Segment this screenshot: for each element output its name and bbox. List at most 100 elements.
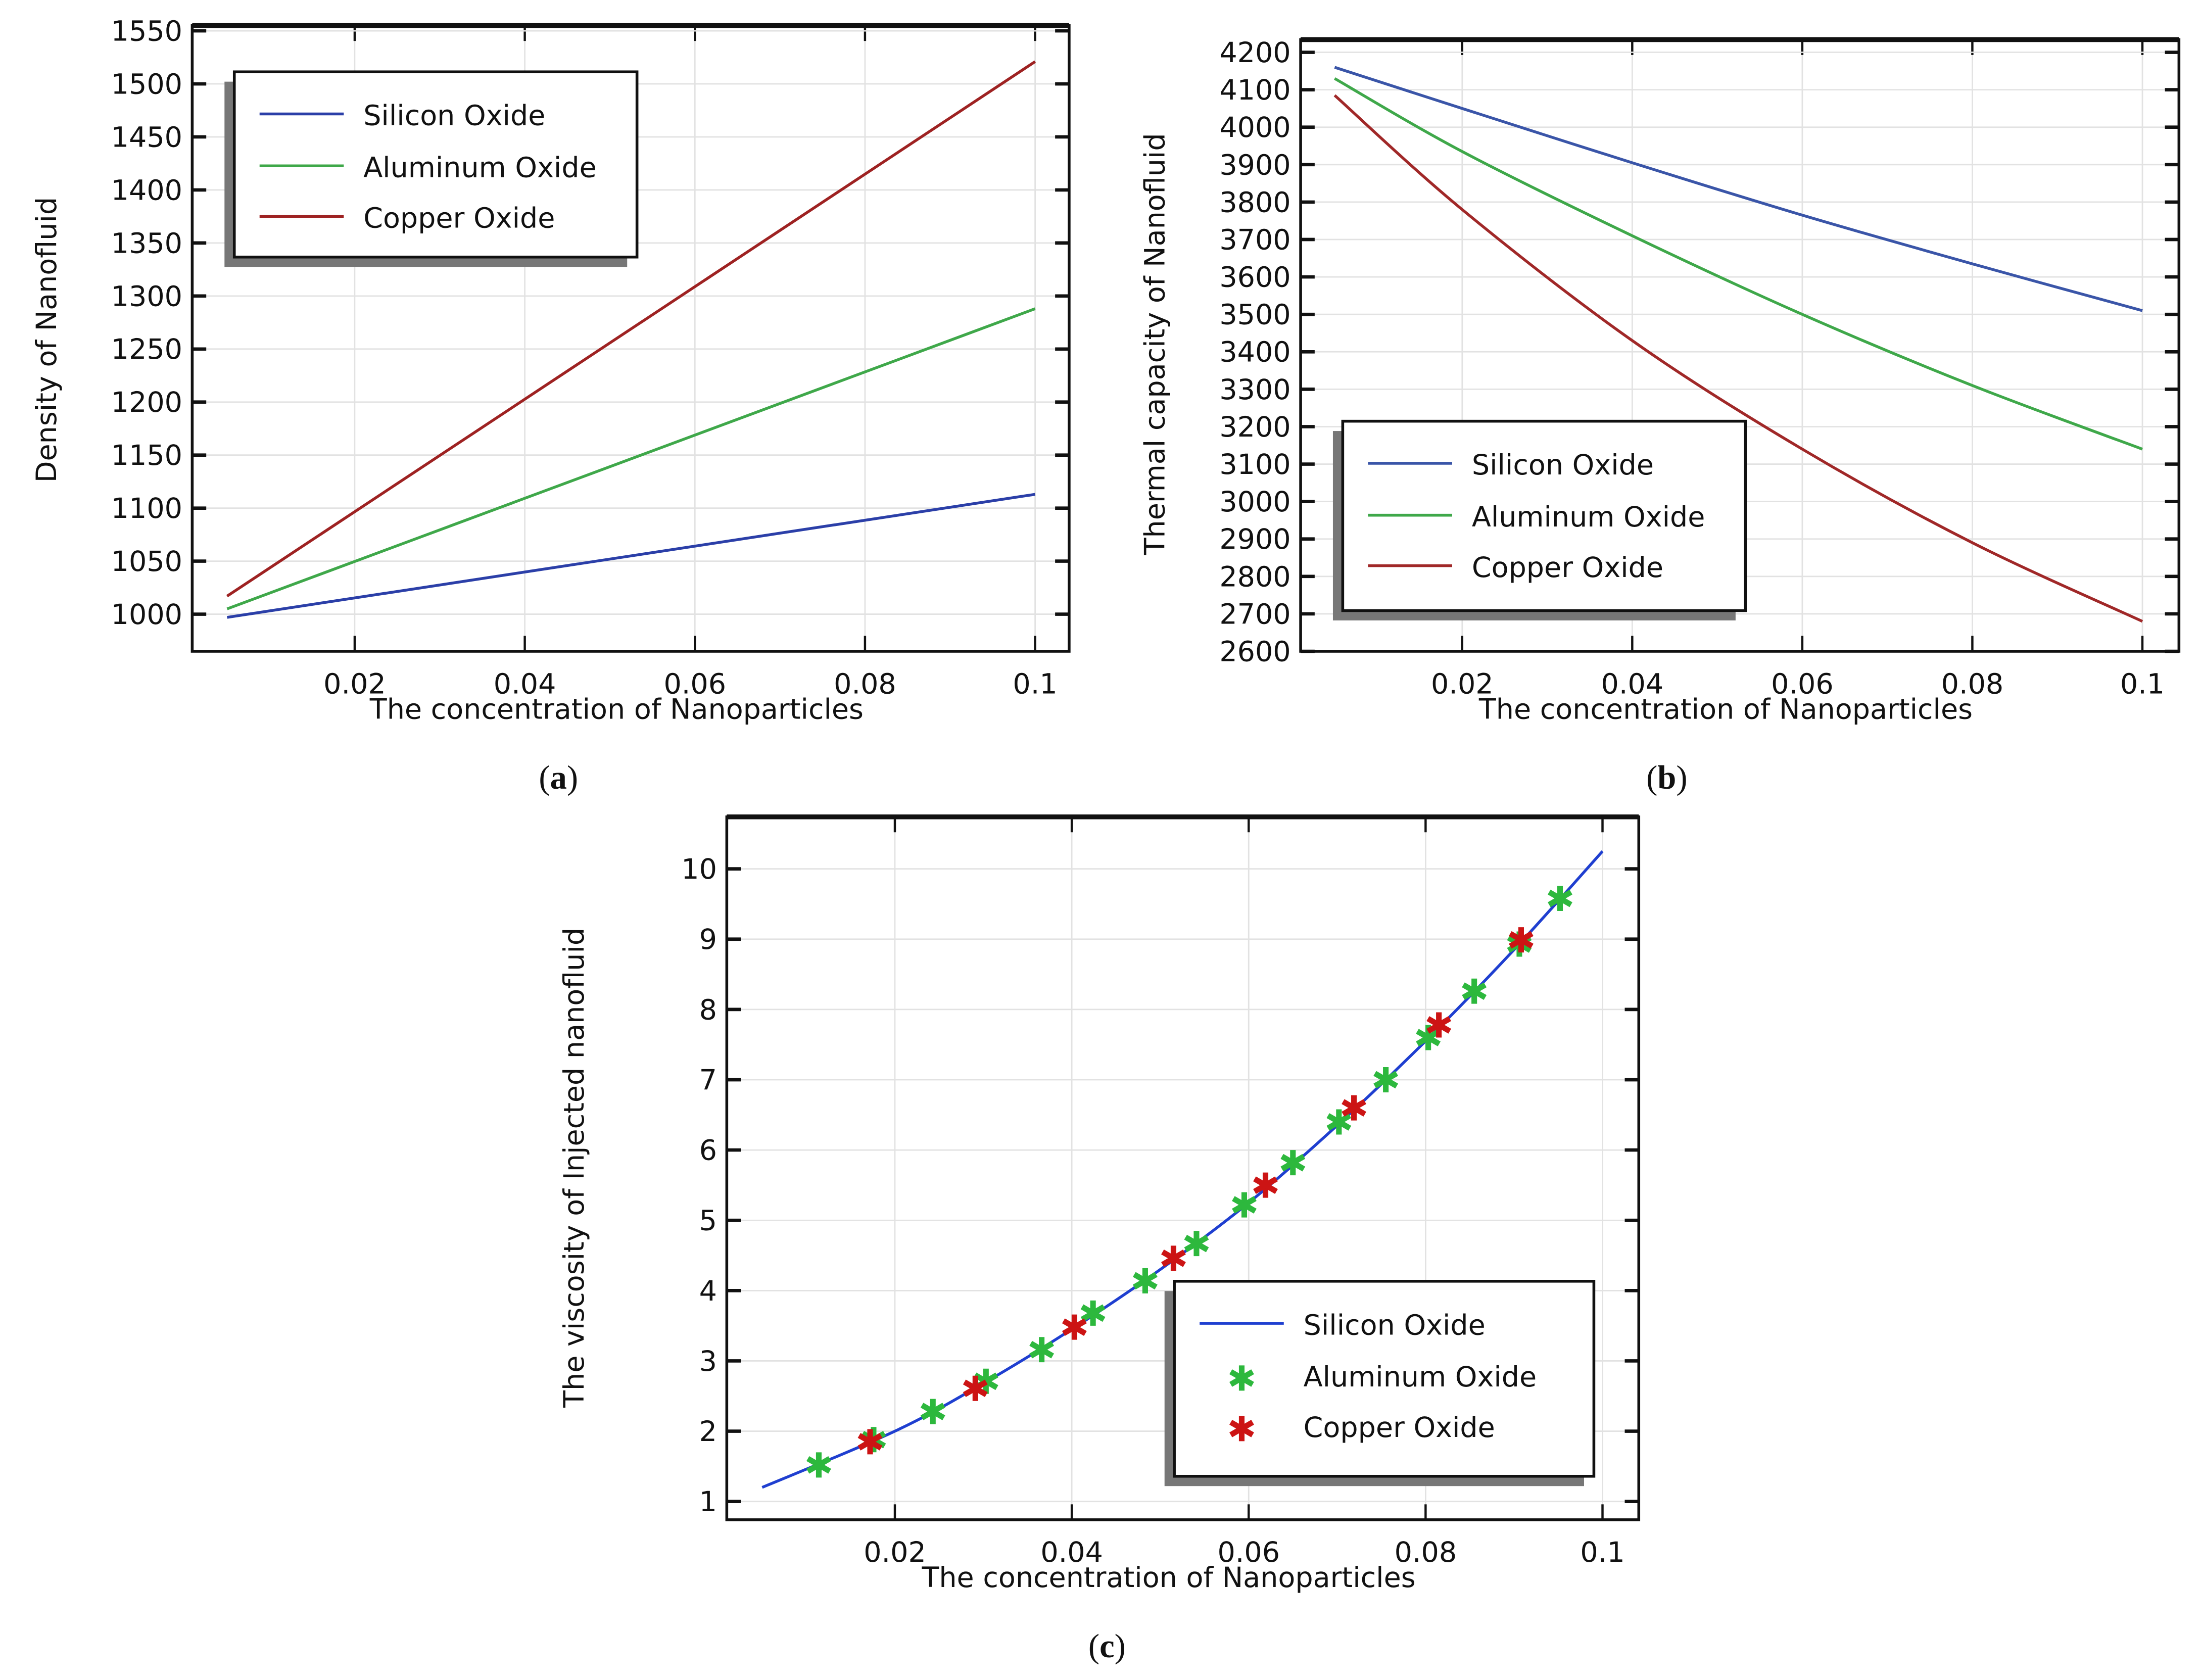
marker-stroke xyxy=(1184,1234,1209,1253)
marker-stroke xyxy=(1416,1029,1441,1046)
y-tick-label: 1450 xyxy=(111,121,182,154)
data-point-copper-oxide xyxy=(1161,1245,1186,1271)
legend-swatch-marker xyxy=(1229,1365,1254,1391)
y-tick-label: 1150 xyxy=(111,439,182,472)
data-point-copper-oxide xyxy=(1342,1095,1366,1121)
caption-letter: b xyxy=(1657,759,1676,796)
marker-stroke xyxy=(806,1456,831,1474)
caption-letter: c xyxy=(1099,1628,1115,1665)
y-tick-label: 7 xyxy=(699,1064,717,1096)
marker-stroke xyxy=(963,1379,988,1398)
chart-panel-b: 0.02 0.04 0.06 0.08 0.1 2600 2700 2800 2900 3000 3… xyxy=(1139,36,2181,796)
y-tick-label: 1350 xyxy=(111,227,182,260)
y-tick-label: 4000 xyxy=(1219,111,1290,144)
y-tick-label: 5 xyxy=(699,1205,717,1237)
y-tick-label: 9 xyxy=(699,923,717,956)
legend-label: Copper Oxide xyxy=(1304,1411,1495,1444)
series-line-aluminum-oxide xyxy=(226,307,1036,610)
y-tick-label: 1200 xyxy=(111,386,182,419)
caption-open: ( xyxy=(1088,1628,1099,1665)
marker-stroke xyxy=(1229,1369,1254,1387)
y-tick-label: 3700 xyxy=(1219,223,1290,256)
x-tick-label: 0.06 xyxy=(1217,1536,1280,1569)
y-tick-label: 3300 xyxy=(1219,373,1290,406)
y-tick-label: 8 xyxy=(699,993,717,1026)
y-tick-label: 1000 xyxy=(111,598,182,631)
y-tick-label: 3200 xyxy=(1219,411,1290,444)
marker-stroke xyxy=(1548,889,1572,907)
marker-stroke xyxy=(1229,1420,1254,1437)
legend: Silicon Oxide Aluminum Oxide Copper Oxide xyxy=(224,70,639,267)
y-tick-label: 1500 xyxy=(111,68,182,101)
y-tick-label: 1400 xyxy=(111,174,182,207)
marker-stroke xyxy=(1161,1250,1186,1267)
y-tick-label: 2700 xyxy=(1219,598,1290,631)
panel-caption: (c) xyxy=(1088,1628,1126,1665)
caption-letter: a xyxy=(550,759,567,796)
y-tick-label: 3900 xyxy=(1219,149,1290,181)
x-axis-label: The concentration of Nanoparticles xyxy=(921,1561,1415,1594)
data-point-copper-oxide xyxy=(1426,1012,1452,1038)
data-point-copper-oxide xyxy=(1253,1172,1278,1198)
data-point-copper-oxide xyxy=(1509,927,1534,953)
series-line-aluminum-oxide xyxy=(1334,77,2143,451)
y-tick-label: 3800 xyxy=(1219,186,1290,219)
y-tick-label: 6 xyxy=(699,1134,717,1167)
y-axis-label: The viscosity of Injected nanofluid xyxy=(558,928,591,1408)
caption-close: ) xyxy=(1676,759,1687,796)
data-point-aluminum-oxide xyxy=(920,1399,945,1424)
data-point-copper-oxide xyxy=(963,1375,988,1401)
x-tick-label: 0.04 xyxy=(1040,1536,1103,1569)
marker-stroke xyxy=(1462,982,1487,1000)
marker-stroke xyxy=(1062,1318,1087,1336)
y-tick-label: 10 xyxy=(681,853,717,886)
x-tick-label: 0.08 xyxy=(1395,1536,1457,1569)
y-tick-label: 3000 xyxy=(1219,486,1290,518)
data-point-copper-oxide xyxy=(1062,1314,1087,1340)
marker-stroke xyxy=(1509,931,1534,949)
series-line-copper-oxide xyxy=(1333,94,2143,623)
data-point-aluminum-oxide xyxy=(806,1452,831,1478)
y-tick-label: 3100 xyxy=(1219,448,1290,481)
y-tick-label: 1300 xyxy=(111,280,182,313)
y-axis-label: Thermal capacity of Nanofluid xyxy=(1139,133,1172,555)
x-tick-label: 0.06 xyxy=(1771,667,1834,700)
x-tick-label: 0.06 xyxy=(663,667,726,700)
marker-stroke xyxy=(1029,1340,1055,1359)
series-line-silicon-oxide xyxy=(1334,66,2143,312)
x-tick-label: 0.02 xyxy=(1431,667,1494,700)
legend-label: Silicon Oxide xyxy=(363,100,545,132)
y-tick-label: 1 xyxy=(699,1485,717,1518)
x-tick-label: 0.08 xyxy=(1941,667,2004,700)
marker-stroke xyxy=(1253,1176,1278,1194)
marker-stroke xyxy=(1133,1272,1158,1290)
data-point-aluminum-oxide xyxy=(1232,1192,1257,1218)
x-axis-label: The concentration of Nanoparticles xyxy=(1478,693,1973,726)
y-tick-label: 2 xyxy=(699,1415,717,1448)
x-tick-label: 0.04 xyxy=(1601,667,1664,700)
data-point-aluminum-oxide xyxy=(1280,1150,1306,1176)
y-tick-label: 4200 xyxy=(1219,36,1290,69)
caption-open: ( xyxy=(539,759,550,796)
marker-stroke xyxy=(1342,1099,1366,1117)
data-point-aluminum-oxide xyxy=(1133,1268,1158,1293)
marker-stroke xyxy=(920,1403,945,1420)
legend-swatch-marker xyxy=(1229,1416,1254,1442)
data-point-aluminum-oxide xyxy=(1080,1300,1106,1326)
chart-panel-a: 0.02 0.04 0.06 0.08 0.1 1000 1050 1100 1150 1200 1… xyxy=(30,15,1071,796)
data-point-aluminum-oxide xyxy=(1462,978,1487,1004)
marker-stroke xyxy=(857,1433,883,1451)
marker-stroke xyxy=(1280,1154,1306,1172)
legend-label: Silicon Oxide xyxy=(1472,449,1654,482)
x-tick-label: 0.1 xyxy=(1580,1536,1624,1569)
legend-label: Copper Oxide xyxy=(1472,551,1663,584)
y-tick-label: 3400 xyxy=(1219,336,1290,369)
data-point-aluminum-oxide xyxy=(1184,1231,1209,1257)
legend-label: Silicon Oxide xyxy=(1304,1309,1486,1341)
legend: Silicon Oxide Aluminum Oxide Copper Oxide xyxy=(1164,1280,1596,1486)
data-point-aluminum-oxide xyxy=(1373,1067,1399,1092)
y-tick-label: 1250 xyxy=(111,333,182,366)
data-point-aluminum-oxide xyxy=(1326,1109,1352,1135)
marker-stroke xyxy=(1232,1196,1257,1214)
